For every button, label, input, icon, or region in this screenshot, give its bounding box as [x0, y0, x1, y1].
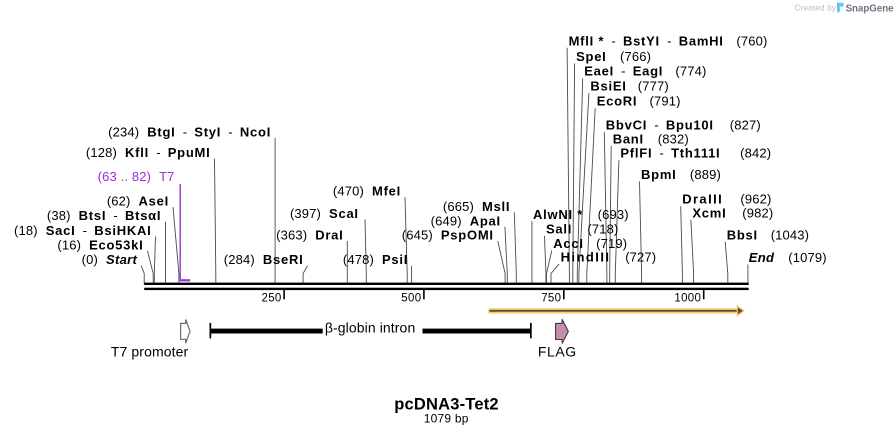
- svg-text:HindIII: HindIII: [561, 250, 611, 265]
- svg-text:(62)AseI: (62) AseI: [107, 194, 169, 209]
- svg-text:(649)ApaI: (649) ApaI: [431, 213, 501, 228]
- svg-text:(1079): (1079): [788, 250, 826, 265]
- svg-text:pcDNA3-Tet2: pcDNA3-Tet2: [394, 395, 499, 413]
- svg-text:FLAG: FLAG: [538, 343, 577, 359]
- svg-text:(693): (693): [598, 207, 629, 222]
- svg-text:(842): (842): [740, 146, 771, 161]
- svg-text:(982): (982): [742, 205, 773, 220]
- svg-text:(791): (791): [650, 94, 681, 109]
- svg-text:250: 250: [262, 292, 282, 304]
- svg-text:T7 promoter: T7 promoter: [111, 344, 189, 360]
- svg-text:(470)MfeI: (470) MfeI: [333, 184, 401, 199]
- svg-text:1079 bp: 1079 bp: [424, 411, 469, 425]
- svg-text:(363)DraI: (363) DraI: [276, 228, 343, 243]
- svg-text:BpmI: BpmI: [641, 167, 677, 182]
- svg-text:XcmI: XcmI: [692, 205, 726, 220]
- svg-text:β-globin intron: β-globin intron: [325, 319, 416, 335]
- svg-text:BbvCI - Bpu10I: BbvCI - Bpu10I: [606, 117, 714, 132]
- svg-text:1000: 1000: [674, 292, 701, 304]
- svg-text:End: End: [749, 250, 775, 265]
- svg-text:SpeI: SpeI: [576, 49, 606, 64]
- svg-text:(760): (760): [736, 33, 767, 48]
- svg-text:(16)Eco53kI: (16) Eco53kI: [57, 237, 143, 252]
- svg-text:MflI * - BstYI - BamHI: MflI * - BstYI - BamHI: [569, 33, 724, 48]
- svg-text:(774): (774): [675, 64, 706, 79]
- svg-text:EcoRI: EcoRI: [597, 94, 638, 109]
- svg-text:EaeI - EagI: EaeI - EagI: [584, 64, 663, 79]
- svg-text:AccI: AccI: [553, 236, 583, 251]
- svg-text:BanI: BanI: [613, 131, 644, 146]
- svg-text:DraIII: DraIII: [682, 192, 723, 207]
- svg-text:(1043): (1043): [771, 227, 809, 242]
- svg-text:BbsI: BbsI: [727, 227, 758, 242]
- svg-text:Created by: Created by: [795, 4, 837, 13]
- svg-text:(478)PsiI: (478) PsiI: [343, 252, 408, 267]
- svg-text:(38)BtsI - BtsαI: (38) BtsI - BtsαI: [47, 208, 161, 223]
- svg-text:(665)MslI: (665) MslI: [443, 199, 510, 214]
- svg-text:(962): (962): [740, 192, 771, 207]
- svg-text:(128)KflI - PpuMI: (128) KflI - PpuMI: [86, 145, 211, 160]
- svg-text:(645)PspOMI: (645) PspOMI: [402, 228, 494, 243]
- svg-text:750: 750: [541, 292, 561, 304]
- svg-text:PflFI - Tth111I: PflFI - Tth111I: [620, 146, 720, 161]
- svg-text:(284)BseRI: (284) BseRI: [224, 252, 304, 267]
- svg-text:AlwNI *: AlwNI *: [533, 207, 583, 222]
- svg-text:(234)BtgI - StyI - NcoI: (234) BtgI - StyI - NcoI: [108, 125, 271, 140]
- svg-text:(397)ScaI: (397) ScaI: [290, 206, 359, 221]
- svg-text:(827): (827): [730, 117, 761, 132]
- svg-text:SnapGene: SnapGene: [846, 3, 894, 14]
- svg-text:(0)Start: (0) Start: [82, 252, 138, 267]
- svg-text:(727): (727): [625, 250, 656, 265]
- svg-text:SalI: SalI: [546, 221, 572, 236]
- svg-text:(18)SacI - BsiHKAI: (18) SacI - BsiHKAI: [14, 223, 152, 238]
- svg-text:(718): (718): [587, 221, 618, 236]
- svg-text:(832): (832): [658, 131, 689, 146]
- svg-text:BsiEI: BsiEI: [590, 79, 626, 94]
- svg-text:(766): (766): [620, 49, 651, 64]
- svg-text:(777): (777): [638, 79, 669, 94]
- svg-text:(889): (889): [690, 167, 721, 182]
- svg-text:500: 500: [401, 292, 421, 304]
- svg-text:(719): (719): [596, 236, 627, 251]
- svg-text:(63 .. 82)T7: (63 .. 82) T7: [98, 169, 175, 184]
